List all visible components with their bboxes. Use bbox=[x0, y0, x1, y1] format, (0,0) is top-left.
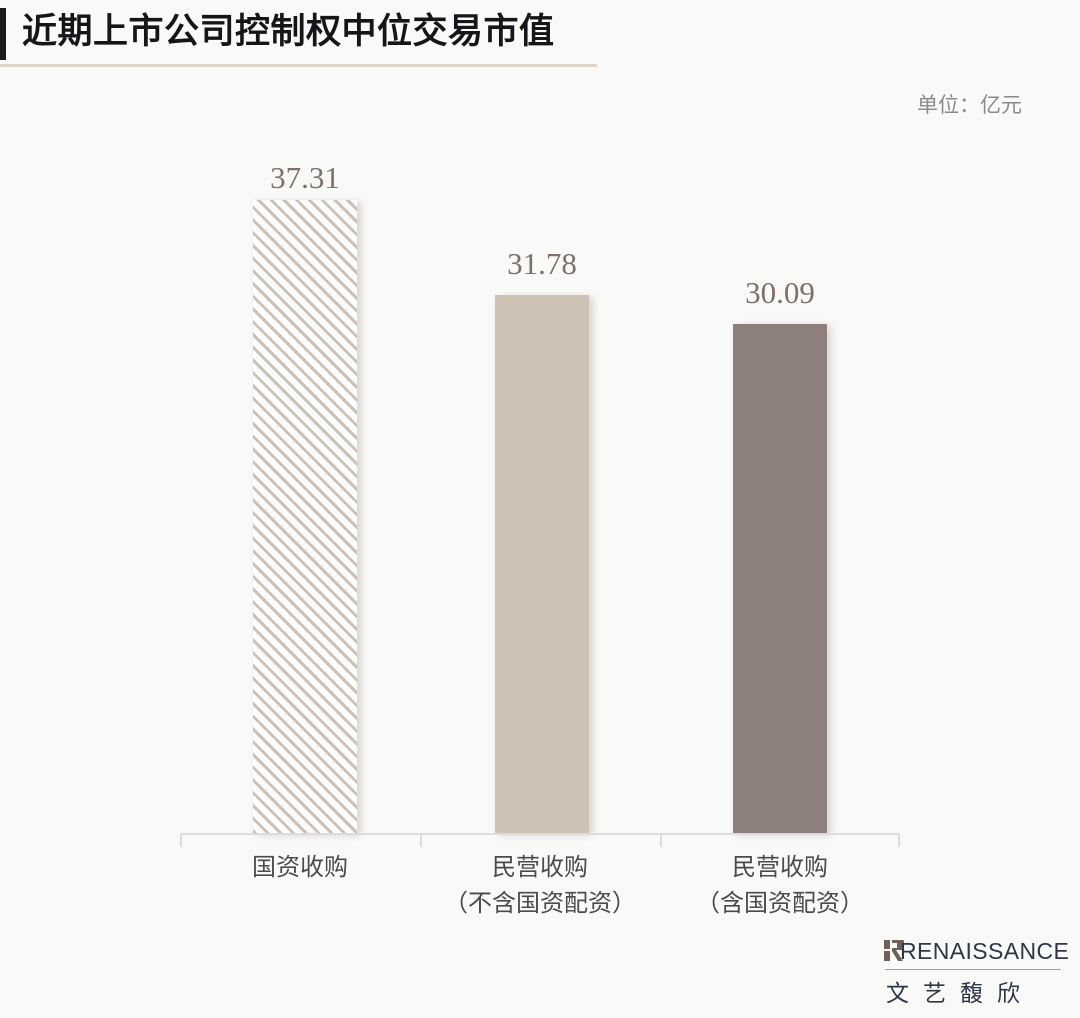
x-axis-tick-1 bbox=[420, 833, 422, 847]
x-axis-tick-2 bbox=[660, 833, 662, 847]
title-accent-bar bbox=[0, 8, 6, 60]
bar-series-1 bbox=[495, 295, 589, 833]
x-axis-tick-end bbox=[898, 833, 900, 847]
brand-logo: RENAISSANCE 文艺馥欣 bbox=[884, 938, 1069, 1006]
bar-series-2 bbox=[733, 324, 827, 833]
page-title: 近期上市公司控制权中位交易市值 bbox=[22, 12, 555, 51]
x-axis-category-label-2: 民营收购 （含国资配资） bbox=[680, 850, 880, 922]
x-axis-tick-start bbox=[180, 833, 182, 847]
category-label-line1: 国资收购 bbox=[252, 855, 348, 881]
renaissance-r-mark-icon bbox=[884, 940, 907, 961]
category-label-line2: （含国资配资） bbox=[696, 891, 864, 917]
x-axis-category-label-0: 国资收购 bbox=[200, 850, 400, 886]
logo-wordmark: RENAISSANCE bbox=[900, 938, 1070, 964]
x-axis-category-label-1: 民营收购 （不含国资配资） bbox=[440, 850, 640, 922]
category-label-line1: 民营收购 bbox=[732, 855, 828, 881]
logo-chinese-name: 文艺馥欣 bbox=[886, 981, 1034, 1006]
unit-label: 单位：亿元 bbox=[917, 93, 1022, 117]
category-label-line1: 民营收购 bbox=[492, 855, 588, 881]
bar-value-label-2: 30.09 bbox=[745, 275, 815, 310]
bar-series-0 bbox=[253, 200, 357, 833]
x-axis-line bbox=[180, 833, 900, 835]
title-block: 近期上市公司控制权中位交易市值 bbox=[0, 0, 597, 67]
category-label-line2: （不含国资配资） bbox=[444, 891, 636, 917]
bar-value-label-1: 31.78 bbox=[507, 246, 577, 281]
title-underline bbox=[0, 64, 597, 67]
bar-value-label-0: 37.31 bbox=[270, 160, 340, 195]
logo-divider bbox=[885, 969, 1061, 970]
